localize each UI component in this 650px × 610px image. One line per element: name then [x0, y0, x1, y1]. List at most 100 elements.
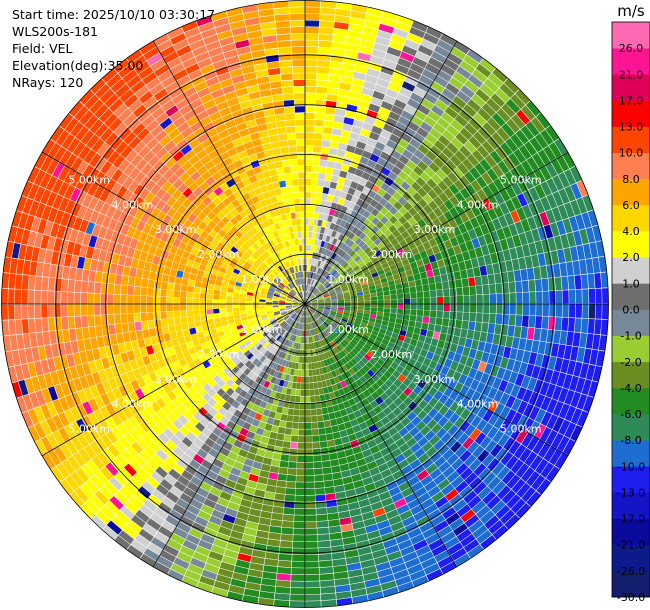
range-gate — [296, 382, 301, 390]
range-gate — [356, 342, 364, 350]
range-gate — [312, 314, 318, 320]
range-gate — [338, 304, 345, 306]
range-gate — [424, 503, 438, 515]
range-gate — [305, 436, 313, 443]
range-gate — [352, 445, 362, 455]
range-gate — [299, 350, 303, 357]
range-gate — [317, 299, 324, 302]
range-gate — [443, 408, 455, 420]
range-gate — [281, 359, 287, 367]
range-gate — [305, 119, 315, 126]
range-gate — [249, 508, 261, 517]
range-gate — [550, 343, 559, 357]
range-gate — [190, 557, 206, 569]
range-gate — [375, 319, 383, 325]
range-gate — [363, 572, 379, 582]
range-gate — [95, 271, 103, 283]
range-gate — [410, 304, 417, 310]
range-gate — [239, 304, 246, 308]
range-gate — [134, 534, 151, 548]
range-gate — [543, 145, 557, 162]
range-gate — [524, 451, 538, 467]
range-gate — [300, 343, 303, 350]
range-gate — [376, 30, 393, 40]
range-gate — [355, 430, 364, 440]
range-gate — [308, 316, 311, 323]
range-gate — [343, 275, 351, 281]
range-gate — [318, 268, 323, 275]
range-gate — [127, 545, 143, 559]
range-gate — [481, 140, 495, 154]
range-gate — [385, 330, 393, 337]
range-gate — [284, 324, 290, 331]
range-gate — [251, 365, 259, 374]
range-gate — [312, 288, 318, 294]
range-gate — [396, 412, 407, 422]
range-gate — [358, 274, 365, 280]
range-gate — [562, 439, 576, 456]
range-gate — [417, 44, 434, 57]
range-gate — [311, 302, 318, 304]
range-gate — [486, 168, 499, 182]
range-gate — [522, 389, 533, 403]
range-gate — [299, 416, 305, 423]
range-gate — [525, 121, 540, 137]
range-gate — [501, 470, 516, 485]
range-gate — [522, 175, 534, 190]
range-gate — [34, 276, 42, 291]
range-gate — [318, 553, 332, 561]
range-gate — [21, 289, 28, 304]
range-gate — [427, 110, 441, 122]
range-gate — [409, 459, 422, 470]
range-gate — [323, 263, 328, 270]
range-gate — [127, 285, 135, 295]
range-gate — [226, 311, 234, 317]
range-gate — [137, 338, 146, 349]
range-gate — [456, 66, 472, 80]
range-gate — [313, 342, 317, 349]
range-gate — [340, 283, 347, 288]
range-gate — [515, 315, 523, 327]
range-gate — [41, 290, 48, 304]
range-gate — [423, 32, 440, 45]
range-gate — [576, 197, 588, 214]
range-gate — [458, 109, 473, 122]
range-gate — [342, 348, 349, 355]
range-gate — [353, 322, 360, 328]
range-gate — [481, 244, 490, 256]
range-gate — [441, 531, 456, 544]
range-gate — [335, 8, 351, 17]
range-gate — [351, 301, 358, 304]
range-gate — [370, 307, 378, 312]
range-gate — [311, 305, 318, 307]
range-gate — [464, 259, 473, 270]
range-gate — [335, 290, 343, 294]
range-gate — [305, 298, 306, 304]
range-gate — [325, 433, 334, 441]
range-gate — [484, 154, 497, 168]
range-gate — [468, 74, 483, 88]
range-gate — [333, 330, 339, 337]
range-gate — [480, 223, 490, 235]
range-gate — [316, 73, 329, 81]
range-gate — [394, 453, 406, 464]
range-gate — [344, 237, 352, 246]
range-gate — [256, 448, 266, 457]
range-gate — [357, 300, 364, 304]
range-gate — [209, 464, 221, 475]
range-gate — [315, 311, 322, 316]
range-gate — [570, 166, 582, 183]
range-gate — [354, 113, 366, 122]
range-gate — [153, 288, 161, 297]
range-gate — [428, 57, 443, 70]
range-gate — [272, 362, 279, 370]
range-gate — [445, 159, 457, 171]
range-gate — [317, 415, 324, 422]
range-gate — [305, 422, 312, 429]
range-gate — [316, 507, 328, 515]
range-gate — [517, 415, 529, 429]
range-gate — [423, 393, 433, 404]
range-gate — [309, 205, 316, 212]
range-gate — [330, 341, 336, 348]
range-gate — [369, 153, 380, 163]
